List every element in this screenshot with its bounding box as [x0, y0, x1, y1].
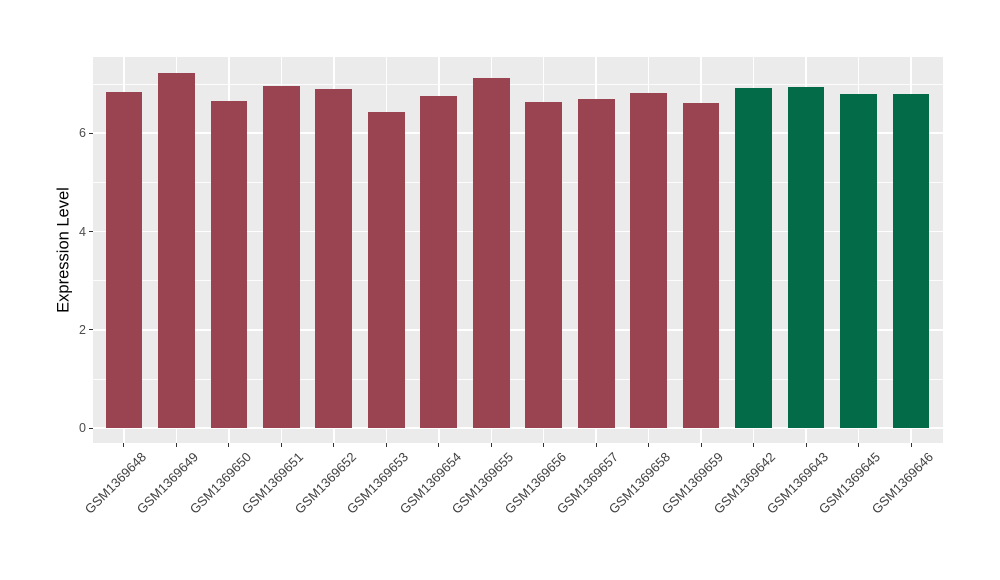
- x-axis-tick: [333, 443, 335, 447]
- bar: [735, 87, 772, 429]
- y-axis-title: Expression Level: [54, 187, 73, 313]
- x-axis-tick: [648, 443, 650, 447]
- gridline-h-major: [92, 230, 943, 233]
- x-axis-tick: [595, 443, 597, 447]
- gridline-h-major: [92, 329, 943, 331]
- gridline-h-minor: [92, 181, 943, 183]
- x-axis-tick: [490, 443, 492, 447]
- gridline-h-minor: [92, 83, 943, 85]
- x-axis-tick: [175, 443, 177, 447]
- x-axis-tick: [543, 443, 545, 447]
- bar: [787, 86, 825, 429]
- x-axis-tick: [280, 443, 282, 447]
- x-axis-tick: [123, 443, 125, 447]
- bar: [315, 88, 353, 429]
- bar: [630, 92, 668, 429]
- bar: [840, 93, 877, 429]
- bar: [420, 95, 458, 429]
- x-axis-tick: [753, 443, 755, 447]
- bar: [158, 73, 195, 429]
- bar: [525, 102, 563, 429]
- y-axis-tick: [88, 231, 93, 233]
- x-axis-tick: [910, 443, 912, 447]
- bar: [210, 101, 248, 429]
- x-axis-tick: [858, 443, 860, 447]
- gridline-h-minor: [92, 280, 943, 282]
- y-axis-tick: [88, 329, 93, 331]
- x-axis-tick: [385, 443, 387, 447]
- y-tick-label: 6: [79, 126, 86, 141]
- bar: [682, 103, 720, 429]
- y-tick-label: 4: [79, 224, 86, 239]
- gridline-h-major: [92, 427, 943, 429]
- y-tick-label: 0: [79, 421, 86, 436]
- bar: [892, 93, 930, 429]
- gridline-h-major: [92, 132, 943, 134]
- x-axis-tick: [438, 443, 440, 447]
- y-axis-tick: [88, 132, 93, 134]
- bar: [367, 112, 405, 429]
- bar: [105, 91, 143, 429]
- bar: [577, 99, 615, 429]
- x-axis-tick: [805, 443, 807, 447]
- y-tick-label: 2: [79, 322, 86, 337]
- x-axis-tick: [700, 443, 702, 447]
- gridline-h-minor: [92, 378, 943, 380]
- x-axis-tick: [228, 443, 230, 447]
- bar: [472, 77, 510, 429]
- y-axis-tick: [88, 427, 93, 429]
- bar: [263, 86, 300, 429]
